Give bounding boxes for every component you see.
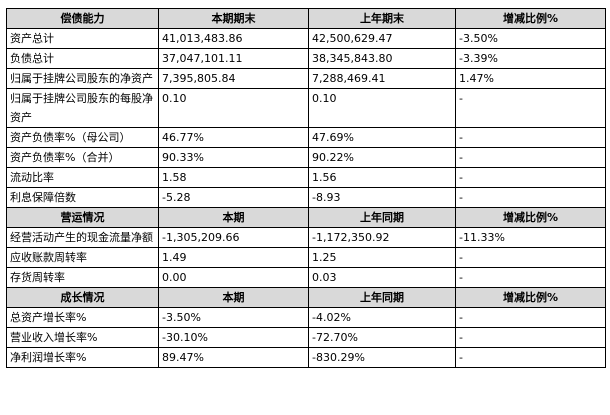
- value-cell: 46.77%: [158, 127, 309, 148]
- data-row: 资产总计 41,013,483.86 42,500,629.47 -3.50%: [6, 28, 606, 49]
- row-label: 总资产增长率%: [6, 307, 159, 328]
- value-cell: -1,172,350.92: [308, 227, 456, 248]
- value-cell: 7,288,469.41: [308, 68, 456, 89]
- row-label: 负债总计: [6, 48, 159, 69]
- value-cell: 1.58: [158, 167, 309, 188]
- row-label: 应收账款周转率: [6, 247, 159, 268]
- value-cell: -: [455, 88, 606, 128]
- header-cell: 营运情况: [6, 207, 159, 228]
- value-cell: -30.10%: [158, 327, 309, 348]
- value-cell: 89.47%: [158, 347, 309, 368]
- value-cell: 0.00: [158, 267, 309, 288]
- value-cell: 42,500,629.47: [308, 28, 456, 49]
- header-cell: 上年期末: [308, 8, 456, 29]
- value-cell: -: [455, 127, 606, 148]
- data-row: 资产负债率%（合并） 90.33% 90.22% -: [6, 147, 606, 168]
- value-cell: -: [455, 167, 606, 188]
- data-row: 归属于挂牌公司股东的净资产 7,395,805.84 7,288,469.41 1.4…: [6, 68, 606, 89]
- header-cell: 本期: [158, 207, 309, 228]
- value-cell: -5.28: [158, 187, 309, 208]
- value-cell: -: [455, 267, 606, 288]
- section-header-row: 营运情况 本期 上年同期 增减比例%: [6, 207, 606, 228]
- value-cell: -72.70%: [308, 327, 456, 348]
- value-cell: 41,013,483.86: [158, 28, 309, 49]
- data-row: 资产负债率%（母公司） 46.77% 47.69% -: [6, 127, 606, 148]
- row-label: 资产负债率%（母公司）: [6, 127, 159, 148]
- value-cell: 1.25: [308, 247, 456, 268]
- data-row: 经营活动产生的现金流量净额 -1,305,209.66 -1,172,350.92-…: [6, 227, 606, 248]
- value-cell: 7,395,805.84: [158, 68, 309, 89]
- value-cell: -: [455, 327, 606, 348]
- value-cell: 1.56: [308, 167, 456, 188]
- row-label: 净利润增长率%: [6, 347, 159, 368]
- value-cell: 90.22%: [308, 147, 456, 168]
- value-cell: -8.93: [308, 187, 456, 208]
- header-cell: 本期: [158, 287, 309, 308]
- value-cell: 0.03: [308, 267, 456, 288]
- data-row: 存货周转率 0.00 0.03-: [6, 267, 606, 288]
- value-cell: -: [455, 187, 606, 208]
- header-cell: 上年同期: [308, 207, 456, 228]
- section-header-row: 成长情况 本期 上年同期 增减比例%: [6, 287, 606, 308]
- header-cell: 上年同期: [308, 287, 456, 308]
- table-body: 偿债能力 本期期末 上年期末 增减比例% 资产总计 41,013,483.86 42,500…: [6, 8, 606, 368]
- data-row: 营业收入增长率% -30.10% -72.70% -: [6, 327, 606, 348]
- value-cell: -: [455, 347, 606, 368]
- value-cell: 38,345,843.80: [308, 48, 456, 69]
- header-cell: 增减比例%: [455, 207, 606, 228]
- row-label: 归属于挂牌公司股东的每股净资产: [6, 88, 159, 128]
- data-row: 净利润增长率% 89.47% -830.29% -: [6, 347, 606, 368]
- row-label: 归属于挂牌公司股东的净资产: [6, 68, 159, 89]
- row-label: 营业收入增长率%: [6, 327, 159, 348]
- value-cell: -3.50%: [158, 307, 309, 328]
- value-cell: -830.29%: [308, 347, 456, 368]
- value-cell: 37,047,101.11: [158, 48, 309, 69]
- value-cell: 47.69%: [308, 127, 456, 148]
- financial-table: 偿债能力 本期期末 上年期末 增减比例% 资产总计 41,013,483.86 42,500…: [6, 8, 606, 368]
- value-cell: -3.50%: [455, 28, 606, 49]
- value-cell: -: [455, 247, 606, 268]
- section-header-row: 偿债能力 本期期末 上年期末 增减比例%: [6, 8, 606, 29]
- data-row: 流动比率 1.58 1.56-: [6, 167, 606, 188]
- row-label: 利息保障倍数: [6, 187, 159, 208]
- value-cell: -: [455, 147, 606, 168]
- row-label: 经营活动产生的现金流量净额: [6, 227, 159, 248]
- data-row: 总资产增长率% -3.50% -4.02% -: [6, 307, 606, 328]
- value-cell: -11.33%: [455, 227, 606, 248]
- value-cell: -4.02%: [308, 307, 456, 328]
- value-cell: 1.49: [158, 247, 309, 268]
- data-row: 负债总计 37,047,101.11 38,345,843.80 -3.39%: [6, 48, 606, 69]
- value-cell: -1,305,209.66: [158, 227, 309, 248]
- data-row: 利息保障倍数 -5.28 -8.93-: [6, 187, 606, 208]
- row-label: 资产总计: [6, 28, 159, 49]
- value-cell: -3.39%: [455, 48, 606, 69]
- header-cell: 成长情况: [6, 287, 159, 308]
- header-cell: 增减比例%: [455, 287, 606, 308]
- row-label: 流动比率: [6, 167, 159, 188]
- row-label: 存货周转率: [6, 267, 159, 288]
- row-label: 资产负债率%（合并）: [6, 147, 159, 168]
- header-cell: 本期期末: [158, 8, 309, 29]
- header-cell: 偿债能力: [6, 8, 159, 29]
- data-row: 应收账款周转率 1.49 1.25-: [6, 247, 606, 268]
- value-cell: -: [455, 307, 606, 328]
- value-cell: 90.33%: [158, 147, 309, 168]
- value-cell: 0.10: [158, 88, 309, 128]
- value-cell: 0.10: [308, 88, 456, 128]
- data-row: 归属于挂牌公司股东的每股净资产 0.10 0.10-: [6, 88, 606, 128]
- header-cell: 增减比例%: [455, 8, 606, 29]
- value-cell: 1.47%: [455, 68, 606, 89]
